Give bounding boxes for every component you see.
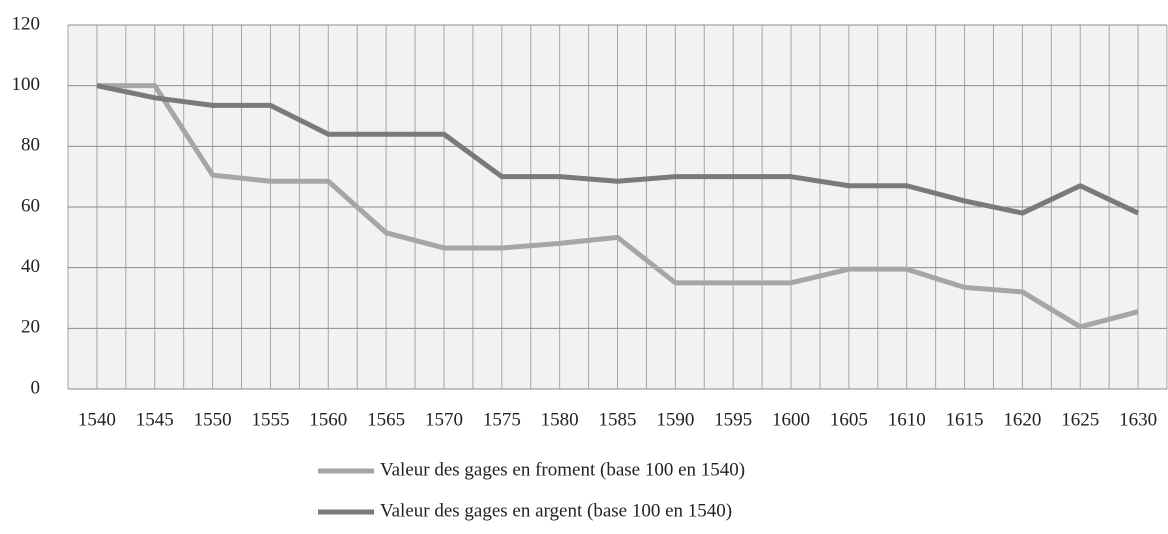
- line-series: [96, 83, 1140, 216]
- x-tick-label: 1585: [599, 409, 637, 430]
- x-tick-label: 1580: [541, 409, 579, 430]
- x-tick-label: 1620: [1003, 409, 1041, 430]
- x-tick-label: 1630: [1119, 409, 1157, 430]
- legend-label: Valeur des gages en argent (base 100 en …: [380, 500, 732, 521]
- line-series: [96, 83, 1139, 330]
- x-tick-label: 1565: [367, 409, 405, 430]
- x-tick-label: 1570: [425, 409, 463, 430]
- x-tick-label: 1610: [888, 409, 926, 430]
- x-tick-label: 1590: [656, 409, 694, 430]
- x-tick-label: 1600: [772, 409, 810, 430]
- x-tick-label: 1555: [251, 409, 289, 430]
- x-tick-label: 1560: [309, 409, 347, 430]
- x-tick-label: 1550: [194, 409, 232, 430]
- x-tick-label: 1595: [714, 409, 752, 430]
- y-tick-label: 40: [21, 256, 40, 277]
- legend-label: Valeur des gages en froment (base 100 en…: [380, 459, 745, 480]
- x-tick-label: 1575: [483, 409, 521, 430]
- x-tick-label: 1625: [1061, 409, 1099, 430]
- y-tick-label: 20: [21, 317, 40, 338]
- x-tick-label: 1545: [136, 409, 174, 430]
- x-tick-label: 1605: [830, 409, 868, 430]
- y-tick-label: 60: [21, 195, 40, 216]
- x-tick-label: 1615: [946, 409, 984, 430]
- y-tick-label: 100: [12, 74, 41, 95]
- y-tick-label: 0: [31, 377, 41, 398]
- y-tick-label: 120: [12, 13, 41, 34]
- x-tick-label: 1540: [78, 409, 116, 430]
- y-tick-label: 80: [21, 135, 40, 156]
